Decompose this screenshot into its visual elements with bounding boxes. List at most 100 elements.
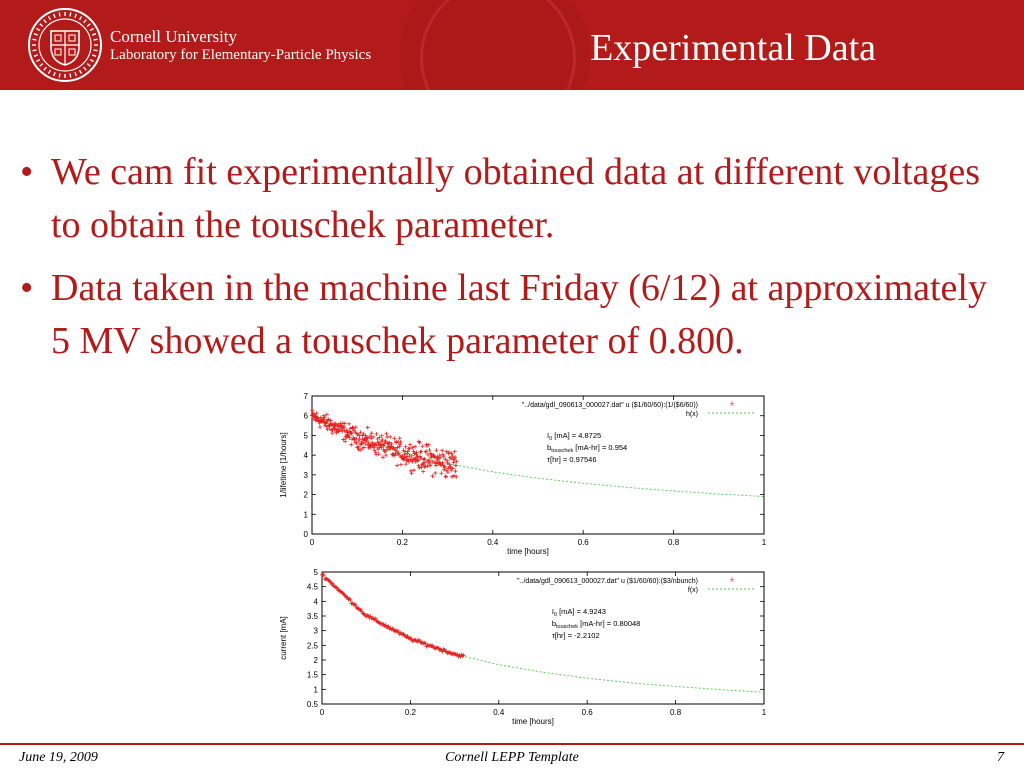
x-axis-label: time [hours] [507,547,549,556]
data-point [348,598,353,603]
data-point [314,411,319,416]
data-point [380,437,385,442]
data-point [401,457,406,462]
data-point [379,433,384,438]
data-point [445,651,450,656]
data-point [321,572,326,577]
data-point [411,468,416,473]
data-point [355,432,360,437]
legend-label: h(x) [686,411,698,418]
data-point [377,445,382,450]
data-point [430,474,435,479]
data-point [408,442,413,447]
x-tick-label: 0.6 [578,538,590,547]
data-point [335,586,340,591]
data-point [379,445,384,450]
data-point [438,455,443,460]
data-point [394,448,399,453]
data-point [349,442,354,447]
x-tick-label: 0 [320,708,325,717]
data-point [397,453,402,458]
data-point [434,448,439,453]
data-point [392,453,397,458]
y-tick-label: 1 [314,685,319,694]
data-point [322,415,327,420]
y-tick-label: 2.5 [307,641,319,650]
footer-date: June 19, 2009 [19,750,98,765]
data-point [450,466,455,471]
data-point [368,434,373,439]
data-point [448,465,453,470]
data-point [403,462,408,467]
data-point [351,426,356,431]
y-tick-label: 2 [304,491,309,500]
data-point [424,449,429,454]
slide-title: Experimental Data [590,27,876,69]
bullet-marker: • [20,151,34,193]
fit-annotation: τ[hr] = -2.2102 [552,631,600,640]
data-point [361,445,366,450]
x-axis-label: time [hours] [512,717,554,726]
data-point [454,459,459,464]
data-point [346,597,351,602]
data-point [380,455,385,460]
y-tick-label: 3.5 [307,612,319,621]
bullet-text: Data taken in the machine last Friday (6… [51,267,987,362]
legend-point-marker: + [729,575,734,585]
data-point [445,470,450,475]
data-point [405,449,410,454]
data-point [422,456,427,461]
data-point [358,607,363,612]
data-point [342,425,347,430]
data-point [441,454,446,459]
data-point [414,455,419,460]
data-point [451,473,456,478]
org-laboratory: Laboratory for Elementary-Particle Physi… [110,47,372,63]
data-point [389,441,394,446]
data-point [377,435,382,440]
data-point [416,458,421,463]
data-point [342,421,347,426]
data-point [404,454,409,459]
y-tick-label: 6 [304,412,309,421]
x-tick-label: 0.6 [582,708,594,717]
fit-annotation: τ[hr] = 0.97546 [547,455,596,464]
y-tick-label: 4 [314,597,319,606]
data-point [338,588,343,593]
data-point [376,452,381,457]
x-tick-label: 0.8 [670,708,682,717]
data-point [417,440,422,445]
data-point [433,471,438,476]
x-tick-label: 1 [762,708,767,717]
data-point [365,425,370,430]
data-point [349,431,354,436]
data-point [348,430,353,435]
data-point [408,468,413,473]
x-tick-label: 1 [762,538,767,547]
data-point [427,458,432,463]
data-point [453,469,458,474]
data-point [407,446,412,451]
data-point [422,460,427,465]
data-point [395,463,400,468]
data-point [324,412,329,417]
data-point [392,436,397,441]
data-point [440,448,445,453]
data-point [386,624,391,629]
bullet-item: • Data taken in the machine last Friday … [20,262,1010,368]
data-point [393,446,398,451]
y-tick-label: 0.5 [307,700,319,709]
data-point [454,474,459,479]
bullet-list: • We cam fit experimentally obtained dat… [20,146,1010,378]
data-point [341,437,346,442]
bullet-marker: • [20,267,34,309]
data-point [418,456,423,461]
data-point [328,418,333,423]
data-point [453,463,458,468]
data-point [418,449,423,454]
y-tick-label: 5 [304,431,309,440]
data-point [398,439,403,444]
plot-frame [321,571,765,705]
data-point [428,463,433,468]
plot-frame [311,395,765,535]
